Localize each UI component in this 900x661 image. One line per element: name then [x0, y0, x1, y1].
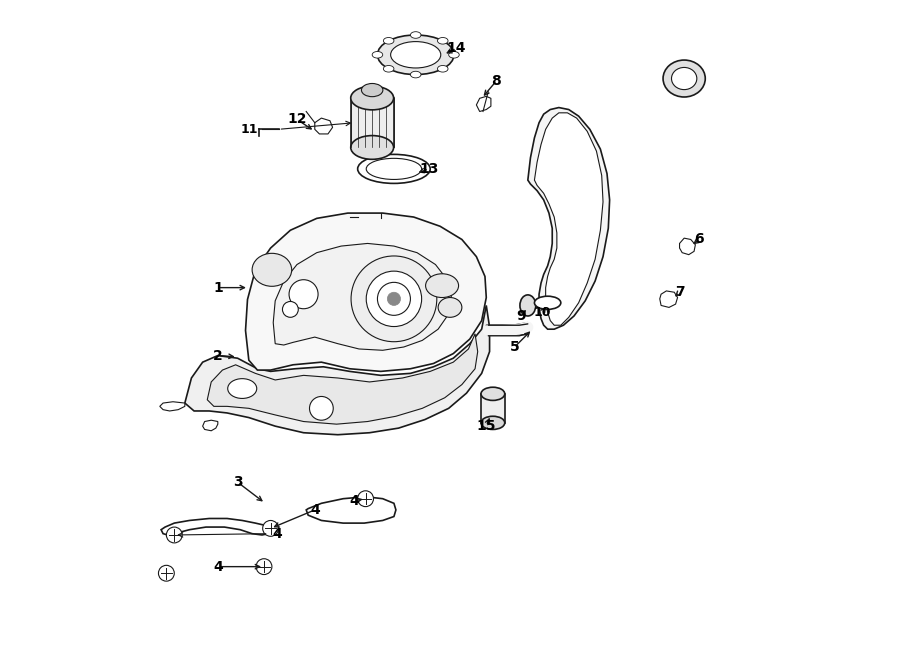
Circle shape [263, 520, 278, 536]
Polygon shape [527, 108, 609, 329]
Text: 4: 4 [273, 527, 282, 541]
Ellipse shape [373, 52, 382, 58]
Ellipse shape [362, 83, 382, 97]
Text: 2: 2 [213, 348, 222, 363]
Ellipse shape [438, 297, 462, 317]
Text: 4: 4 [213, 560, 222, 574]
Ellipse shape [481, 387, 505, 401]
Ellipse shape [663, 60, 706, 97]
Polygon shape [160, 402, 184, 411]
Text: 6: 6 [695, 233, 704, 247]
Polygon shape [246, 213, 486, 371]
Text: 8: 8 [491, 74, 501, 88]
Ellipse shape [481, 416, 505, 430]
Polygon shape [306, 496, 396, 523]
Ellipse shape [377, 35, 454, 75]
Ellipse shape [228, 379, 256, 399]
Text: 9: 9 [517, 309, 526, 323]
Polygon shape [274, 243, 451, 350]
Ellipse shape [520, 295, 536, 316]
Polygon shape [351, 98, 393, 147]
Ellipse shape [410, 71, 421, 78]
Ellipse shape [351, 86, 393, 110]
Circle shape [158, 565, 175, 581]
Ellipse shape [426, 274, 459, 297]
Circle shape [377, 282, 410, 315]
Polygon shape [202, 420, 218, 431]
Ellipse shape [391, 42, 441, 68]
Polygon shape [660, 291, 678, 307]
Ellipse shape [449, 52, 459, 58]
Ellipse shape [410, 32, 421, 38]
Polygon shape [535, 113, 603, 325]
Circle shape [310, 397, 333, 420]
Text: 1: 1 [213, 281, 222, 295]
Ellipse shape [357, 155, 430, 183]
Circle shape [366, 271, 421, 327]
Circle shape [387, 292, 400, 305]
Ellipse shape [535, 296, 561, 309]
Ellipse shape [437, 38, 448, 44]
Circle shape [283, 301, 298, 317]
Circle shape [166, 527, 182, 543]
Text: 11: 11 [240, 123, 257, 136]
Text: 14: 14 [446, 41, 466, 55]
Ellipse shape [351, 136, 393, 159]
Circle shape [357, 490, 374, 506]
Text: 13: 13 [419, 162, 438, 176]
Ellipse shape [366, 159, 421, 179]
Ellipse shape [383, 65, 394, 72]
Ellipse shape [437, 65, 448, 72]
Circle shape [256, 559, 272, 574]
Polygon shape [680, 238, 696, 254]
Ellipse shape [252, 253, 292, 286]
Text: 3: 3 [233, 475, 242, 489]
Ellipse shape [671, 67, 697, 90]
Text: 15: 15 [476, 419, 496, 433]
Text: 5: 5 [509, 340, 519, 354]
Text: 4: 4 [349, 494, 359, 508]
Polygon shape [481, 394, 505, 423]
Text: 7: 7 [675, 286, 684, 299]
Polygon shape [207, 334, 478, 424]
Text: 10: 10 [534, 305, 551, 319]
Polygon shape [161, 518, 271, 535]
Text: 12: 12 [287, 112, 307, 126]
Circle shape [289, 280, 318, 309]
Polygon shape [476, 97, 491, 112]
Circle shape [351, 256, 436, 342]
Polygon shape [184, 305, 490, 435]
Text: 4: 4 [310, 503, 320, 517]
Ellipse shape [383, 38, 394, 44]
Polygon shape [315, 118, 333, 134]
